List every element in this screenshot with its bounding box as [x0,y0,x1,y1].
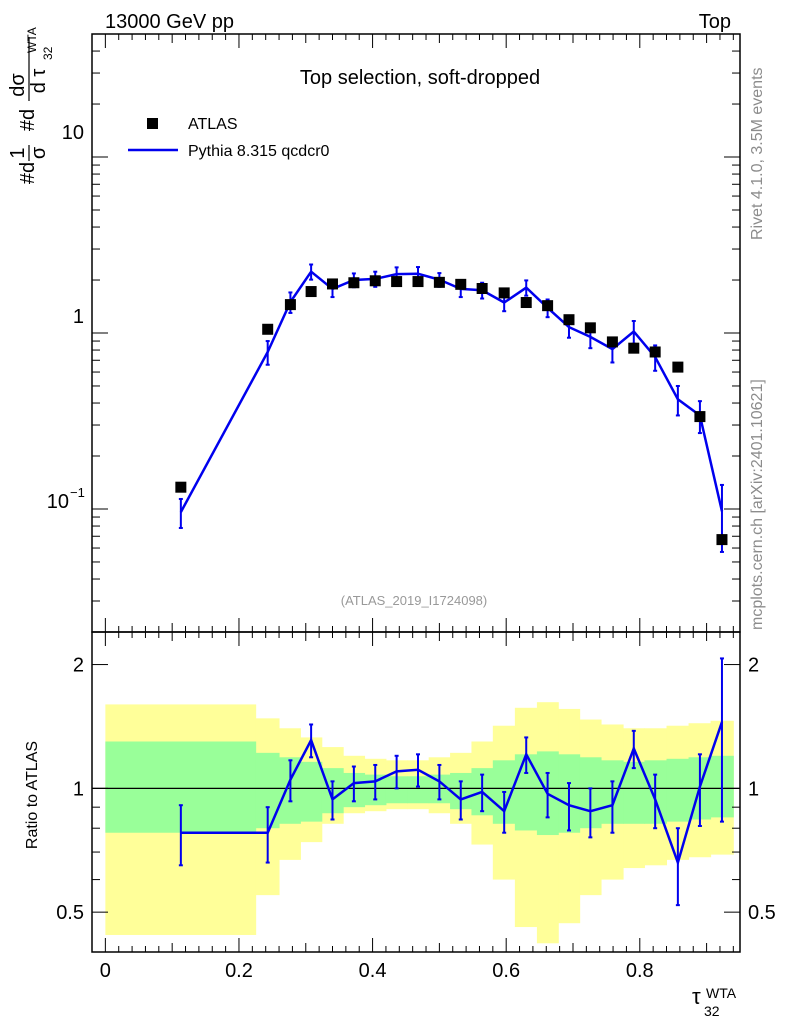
data-series [175,275,728,546]
xlabel: τ WTA 32 [692,984,737,1019]
data-point [563,314,575,326]
data-point [476,283,488,295]
data-point [628,342,640,354]
ylabel-tau-sup: WTA [25,27,39,53]
data-point [175,481,187,493]
ylabel-dtau: d τ [28,69,50,94]
data-point [348,277,360,289]
xtick-label: 0 [100,960,111,982]
mc-series [178,263,724,553]
ytick-label-1: 1 [73,306,84,328]
ratio-panel: 0.5 0.51 12 2 0 0.2 0.4 0.6 0.8 Ratio to ATLAS … [24,631,776,1019]
data-point [672,361,684,373]
xlabel-tau: τ [692,984,701,1009]
data-point [694,411,706,423]
main-panel: 10 −1 1 10 Top selection, soft-dropped (… [7,27,741,633]
ytick-label-0.1-base: 10 [47,491,69,513]
uncertainty-bands [105,702,734,944]
data-point [649,346,661,358]
ratio-ytick-labels: 0.5 0.5 1 1 2 2 [56,655,776,925]
data-point [606,336,618,348]
data-point [284,299,296,311]
data-point [542,300,554,312]
data-point [391,276,403,288]
data-point [455,278,467,290]
data-point [584,322,596,334]
data-point [716,534,728,546]
xtick-label: 0.8 [626,960,654,982]
data-point [433,276,445,288]
ratio-ticks [92,632,740,953]
xlabel-sup: WTA [706,985,737,1001]
ylabel-dsigma: dσ [7,73,29,97]
legend-marker-atlas [147,118,158,129]
rivet-version-label: Rivet 4.1.0, 3.5M events [749,67,766,240]
data-point [412,276,424,288]
energy-label: 13000 GeV pp [105,11,234,33]
mcplots-url-label: mcplots.cern.ch [arXiv:2401.10621] [749,379,766,630]
inner-band-bin [666,758,690,822]
data-point [498,287,510,299]
ylabel-one: 1 [7,147,29,158]
main-ticks [92,33,740,633]
ytick-label-0.1-exp: −1 [70,485,85,500]
ylabel-hash-d: #d [17,162,39,184]
data-point [326,278,338,290]
data-point [369,275,381,287]
analysis-watermark: (ATLAS_2019_I1724098) [341,593,487,608]
inner-band-bin [623,761,645,824]
xtick-label: 0.6 [492,960,520,982]
ylabel-hash-d-2: #d [17,109,39,131]
ratio-mc-series [178,657,724,907]
ytick-label-10: 10 [62,122,84,144]
ytick-label-0.1: 10 −1 [47,485,85,513]
inner-band-bin [385,776,408,804]
ratio-frame [91,631,741,953]
main-ylabel: #d 1 σ #d dσ d τ WTA 32 [7,27,55,184]
legend: ATLAS Pythia 8.315 qcdcr0 [128,116,330,160]
main-ytick-labels: 10 −1 1 10 [47,122,85,513]
ylabel-sigma: σ [28,146,50,159]
ratio-xtick-labels: 0 0.2 0.4 0.6 0.8 [100,960,654,982]
data-point [262,323,274,335]
ylabel-tau-sub: 32 [41,46,55,60]
xtick-label: 0.2 [225,960,253,982]
ratio-ytick-label: 1 [73,778,84,800]
xlabel-sub: 32 [704,1003,720,1019]
inner-band-bin [300,761,323,822]
ratio-ytick-label-right: 0.5 [748,902,776,924]
inner-band-bin [407,776,430,804]
xtick-label: 0.4 [359,960,387,982]
ratio-ylabel: Ratio to ATLAS [24,741,41,849]
ratio-ytick-label: 0.5 [56,902,84,924]
ratio-ytick-label-right: 2 [748,655,759,677]
data-point [305,286,317,298]
mc-line [179,269,724,513]
ratio-ytick-label-right: 1 [748,778,759,800]
inner-band-bin [514,754,538,831]
ratio-ytick-label: 2 [73,655,84,677]
data-point [520,297,532,309]
chart-title: Top selection, soft-dropped [300,67,540,89]
inner-band-bin [255,752,280,829]
legend-label-pythia: Pythia 8.315 qcdcr0 [188,143,330,160]
process-label: Top [699,11,731,33]
legend-label-atlas: ATLAS [188,116,238,133]
